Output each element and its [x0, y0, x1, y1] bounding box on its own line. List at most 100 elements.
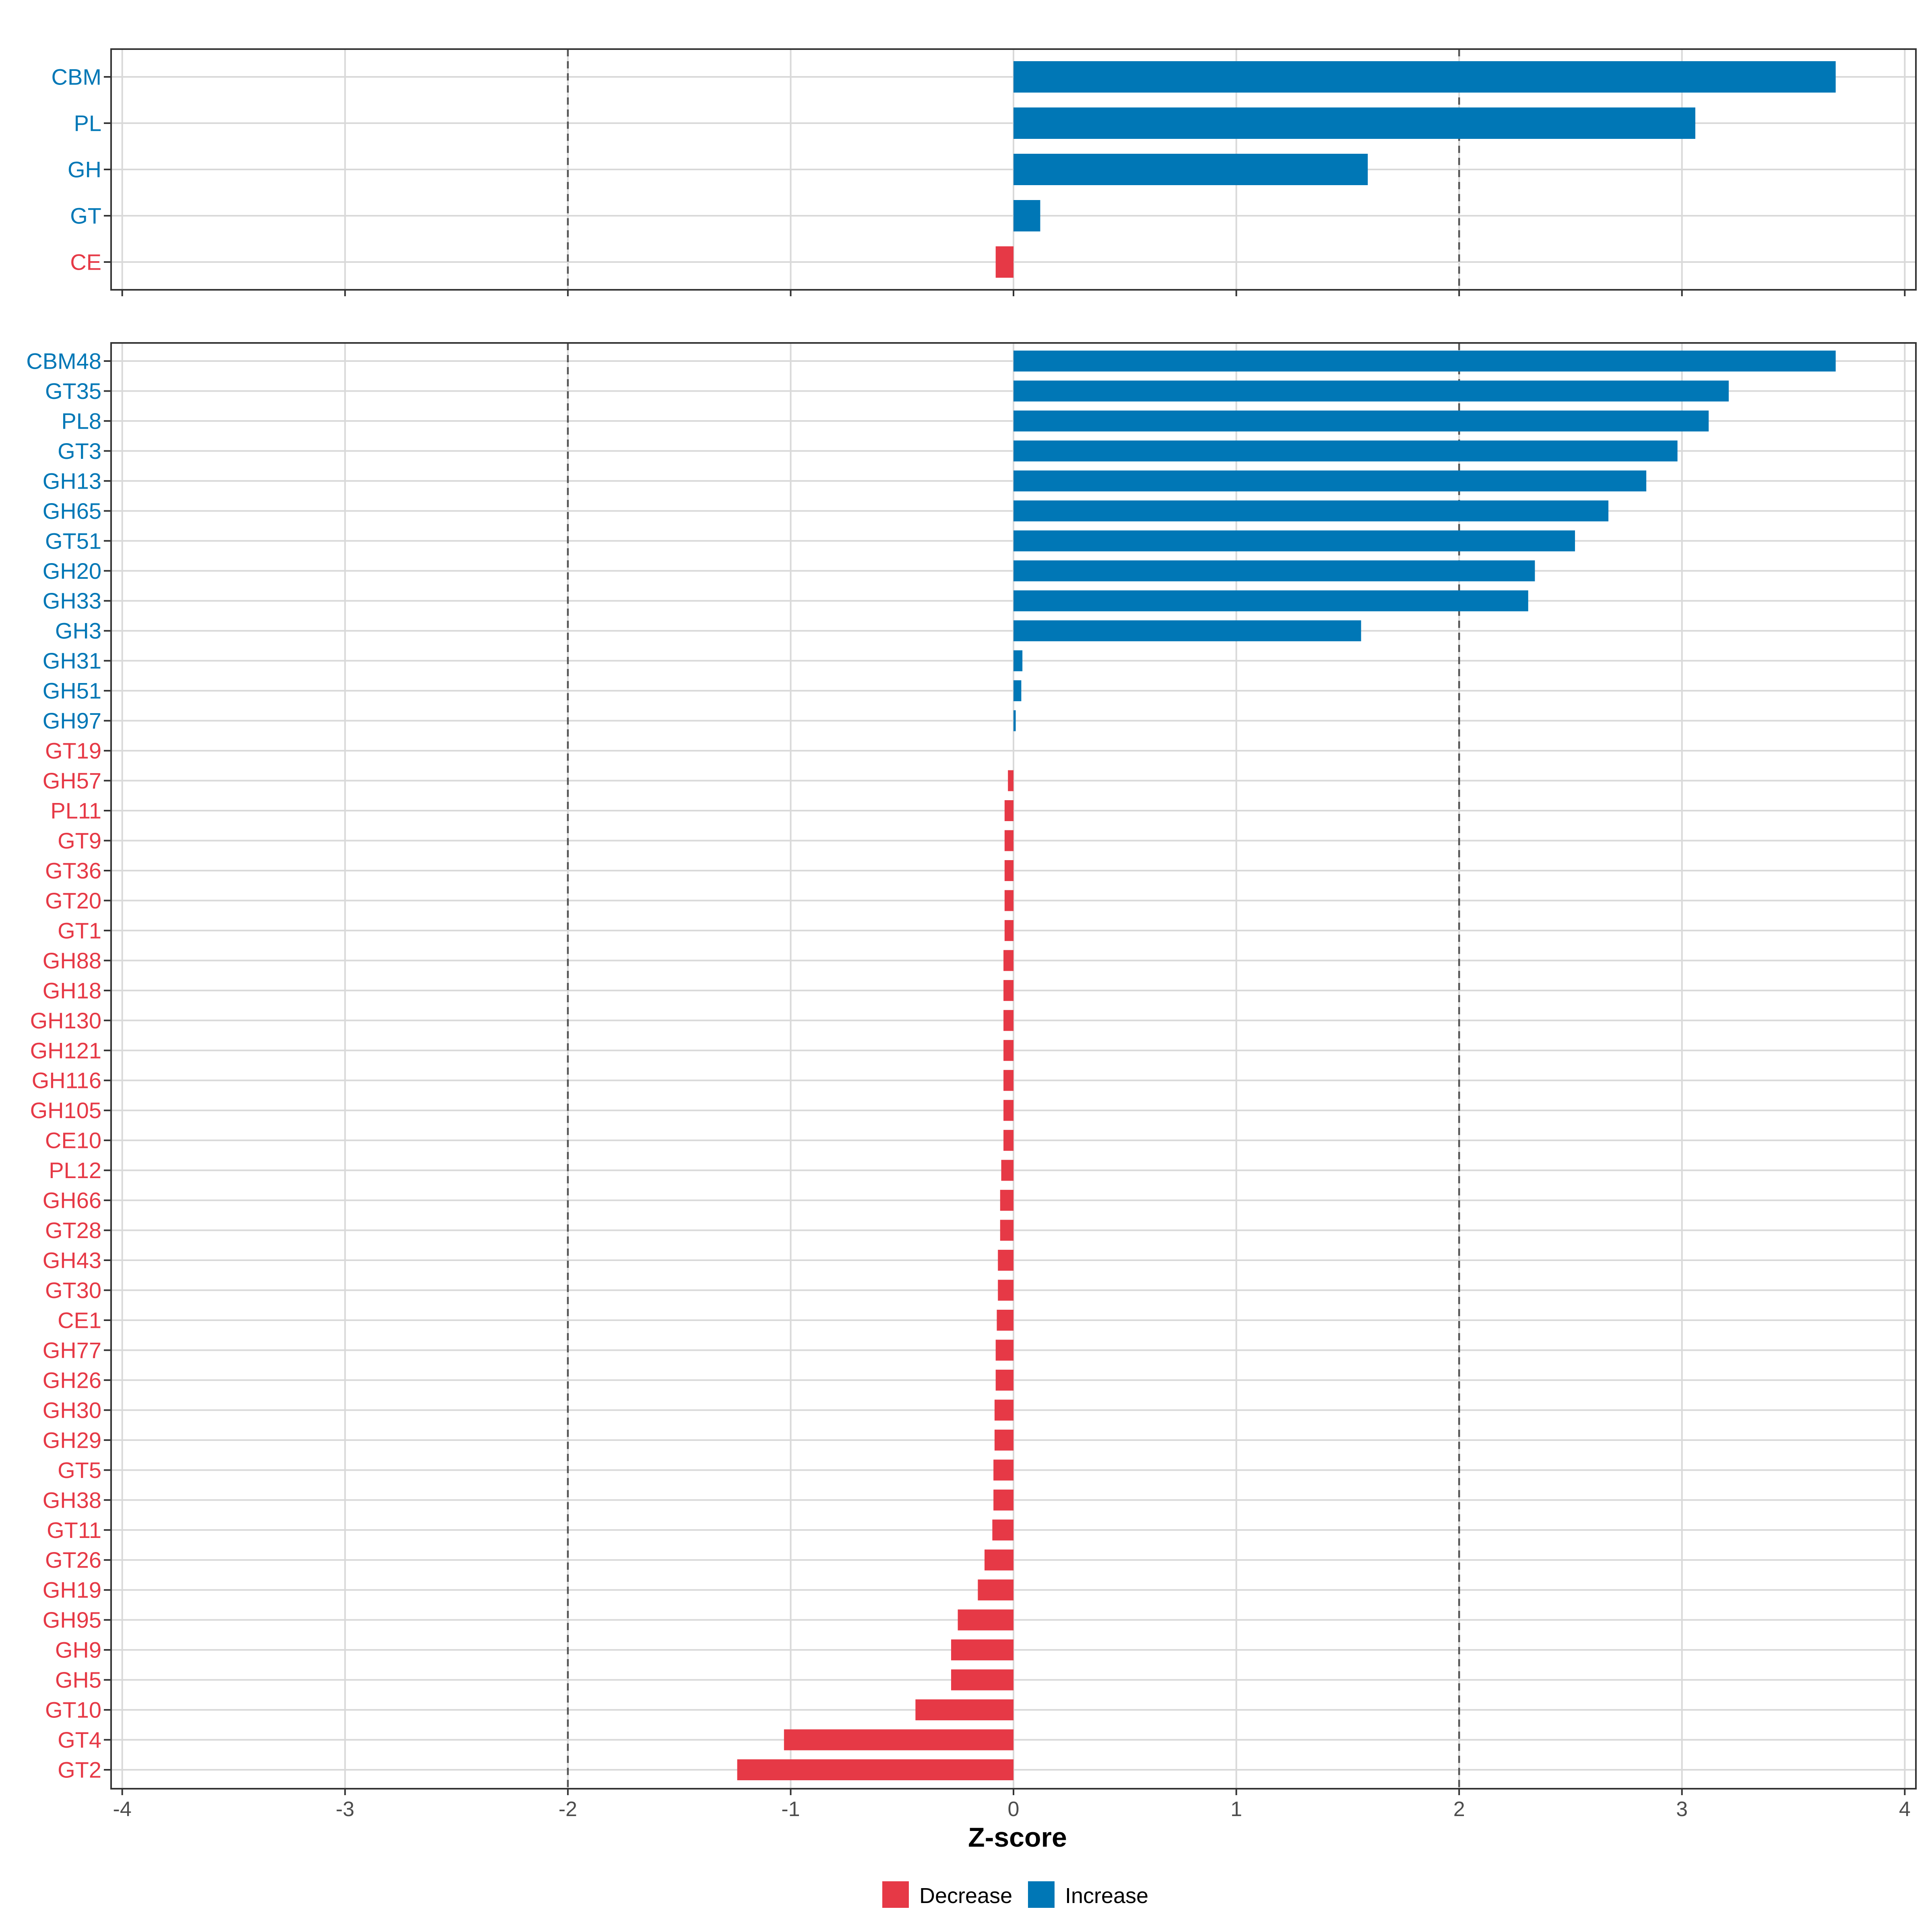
- bar-gh43: [998, 1250, 1013, 1271]
- bar-gt2: [737, 1759, 1013, 1780]
- bar-gh121: [1003, 1040, 1013, 1061]
- bar-gh65: [1013, 500, 1609, 522]
- bar-gh130: [1003, 1010, 1013, 1031]
- y-tick-label: CE: [70, 250, 101, 275]
- y-tick-label: GH105: [30, 1098, 101, 1123]
- bar-ce10: [1003, 1130, 1013, 1151]
- x-tick-label: 4: [1899, 1798, 1911, 1821]
- y-tick-label: GH116: [32, 1068, 101, 1093]
- y-tick-label: GH18: [43, 978, 101, 1003]
- y-tick-label: GH38: [43, 1487, 101, 1513]
- y-tick-label: GT35: [45, 378, 101, 404]
- bar-gh18: [1003, 980, 1013, 1001]
- bar-gt: [1013, 200, 1040, 231]
- bar-gt3: [1013, 440, 1678, 462]
- bar-gh19: [978, 1579, 1013, 1601]
- x-tick-label: 0: [1008, 1798, 1020, 1821]
- bar-pl12: [1001, 1160, 1013, 1181]
- bar-gt51: [1013, 530, 1575, 551]
- legend-label-decrease: Decrease: [919, 1884, 1012, 1908]
- y-tick-label: GT51: [45, 528, 101, 553]
- bar-gh9: [951, 1639, 1013, 1661]
- y-tick-label: GH19: [43, 1577, 101, 1603]
- bar-gt35: [1013, 380, 1729, 402]
- x-tick-label: 2: [1453, 1798, 1465, 1821]
- y-tick-label: GT5: [58, 1457, 101, 1483]
- y-tick-label: GH26: [43, 1367, 101, 1393]
- y-tick-label: GH43: [43, 1248, 101, 1273]
- y-tick-label: GT30: [45, 1278, 101, 1303]
- y-tick-label: GH65: [43, 498, 101, 524]
- x-tick-label: 1: [1230, 1798, 1242, 1821]
- bar-gh29: [994, 1429, 1013, 1451]
- bar-gh20: [1013, 560, 1535, 582]
- y-tick-label: GH3: [55, 618, 101, 644]
- bar-gt4: [784, 1729, 1013, 1750]
- y-tick-label: GT3: [58, 438, 101, 464]
- y-tick-label: GH29: [43, 1427, 101, 1453]
- y-tick-label: GH130: [30, 1008, 101, 1033]
- bar-gt9: [1004, 830, 1013, 851]
- bar-gh57: [1008, 770, 1013, 791]
- legend: Decrease Increase: [882, 1881, 1148, 1908]
- y-tick-label: GT4: [58, 1727, 101, 1752]
- y-tick-label: GH30: [43, 1397, 101, 1423]
- y-tick-label: GH13: [43, 468, 101, 493]
- bar-gh51: [1013, 680, 1022, 702]
- y-tick-label: PL12: [49, 1158, 101, 1183]
- y-tick-label: GH5: [55, 1667, 101, 1693]
- y-tick-label: GH88: [43, 948, 101, 973]
- y-tick-label: GT: [70, 203, 101, 229]
- y-tick-label: GT28: [45, 1218, 101, 1243]
- bar-gt1: [1004, 920, 1013, 941]
- legend-label-increase: Increase: [1065, 1884, 1148, 1908]
- y-tick-label: GH121: [30, 1038, 101, 1063]
- bar-gh77: [995, 1340, 1013, 1361]
- bar-gh66: [1000, 1190, 1013, 1211]
- y-tick-label: GH9: [55, 1637, 101, 1663]
- y-tick-label: GT9: [58, 828, 101, 853]
- y-tick-label: GT26: [45, 1547, 101, 1573]
- y-tick-label: CE1: [58, 1307, 101, 1333]
- bar-gh: [1013, 154, 1368, 185]
- bar-gt11: [992, 1519, 1013, 1541]
- x-tick-label: -4: [113, 1798, 132, 1821]
- y-tick-label: PL: [74, 111, 102, 136]
- y-tick-label: GH95: [43, 1607, 101, 1633]
- legend-swatch-decrease: [882, 1881, 909, 1908]
- bar-pl11: [1004, 800, 1013, 822]
- bar-gt20: [1004, 890, 1013, 911]
- y-tick-label: GH57: [43, 768, 101, 793]
- bar-gh97: [1013, 710, 1016, 731]
- x-tick-label: -3: [336, 1798, 354, 1821]
- bar-gt5: [993, 1459, 1013, 1481]
- bar-gt10: [915, 1699, 1013, 1721]
- x-tick-label: -1: [781, 1798, 800, 1821]
- bar-gh88: [1003, 950, 1013, 971]
- y-tick-label: GH66: [43, 1188, 101, 1213]
- y-tick-label: GT10: [45, 1697, 101, 1723]
- y-tick-label: GT2: [58, 1757, 101, 1783]
- bar-gh105: [1003, 1100, 1013, 1121]
- bar-gt36: [1004, 860, 1013, 881]
- y-tick-label: GT11: [47, 1517, 101, 1543]
- bar-gh116: [1003, 1070, 1013, 1091]
- x-tick-label: -2: [559, 1798, 577, 1821]
- bottom-panel: CBM48GT35PL8GT3GH13GH65GT51GH20GH33GH3GH…: [26, 342, 1917, 1821]
- bar-cbm: [1013, 61, 1836, 93]
- y-tick-label: GH31: [43, 648, 101, 673]
- y-tick-label: GT20: [45, 888, 101, 913]
- bar-pl8: [1013, 410, 1709, 431]
- bar-gh95: [958, 1609, 1013, 1631]
- top-panel: CBM PL GH GT CE: [52, 48, 1917, 296]
- x-axis-title: Z-score: [968, 1822, 1067, 1853]
- y-tick-label: GH: [68, 157, 101, 182]
- y-tick-label: PL11: [50, 798, 101, 824]
- bar-gt26: [985, 1549, 1013, 1571]
- legend-swatch-increase: [1028, 1881, 1055, 1908]
- bar-gh33: [1013, 590, 1528, 611]
- y-tick-label: GH20: [43, 558, 101, 584]
- bar-gt28: [1000, 1220, 1013, 1241]
- bar-pl: [1013, 107, 1695, 139]
